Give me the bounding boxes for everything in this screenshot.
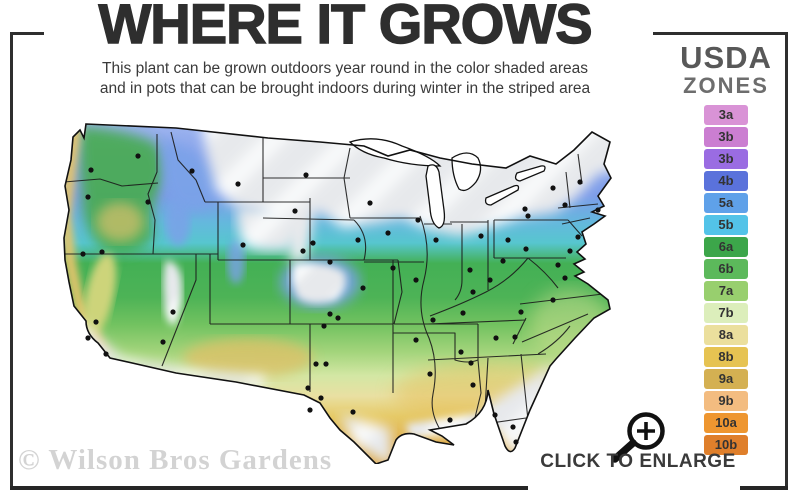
legend-heading-usda: USDA xyxy=(680,40,772,75)
frame-border-top-right-segment xyxy=(653,32,788,35)
frame-border-top-left-segment xyxy=(10,32,44,35)
page-title: WHERE IT GROWS xyxy=(98,0,593,56)
legend-zone-chip: 3b xyxy=(704,127,748,147)
legend-zone-chip: 8b xyxy=(704,347,748,367)
frame-border-left xyxy=(10,32,13,490)
legend-heading-zones: ZONES xyxy=(683,73,769,98)
legend-zone-chip: 3a xyxy=(704,105,748,125)
usda-zones-legend: USDA ZONES 3a 3b 3b 4b 5a 5b 6a 6b 7a 7b 8a 8b 9a 9b 1… xyxy=(662,42,790,457)
legend-zone-chip: 3b xyxy=(704,149,748,169)
click-to-enlarge-label[interactable]: CLICK TO ENLARGE xyxy=(540,451,736,472)
legend-zone-list: 3a 3b 3b 4b 5a 5b 6a 6b 7a 7b 8a 8b 9a 9b 10a 10b xyxy=(662,105,790,455)
frame-border-bottom-right-segment xyxy=(740,486,788,490)
legend-zone-chip: 5a xyxy=(704,193,748,213)
magnifier-icon[interactable] xyxy=(602,406,674,468)
city-dots xyxy=(80,153,601,445)
watermark: © Wilson Bros Gardens xyxy=(18,444,333,476)
legend-zone-chip: 10a xyxy=(704,413,748,433)
legend-zone-chip: 10b xyxy=(704,435,748,455)
legend-zone-chip: 7b xyxy=(704,303,748,323)
legend-zone-chip: 8a xyxy=(704,325,748,345)
legend-zone-chip: 9b xyxy=(704,391,748,411)
subtitle-line-1: This plant can be grown outdoors year ro… xyxy=(102,60,588,77)
legend-zone-chip: 9a xyxy=(704,369,748,389)
subtitle-line-2: and in pots that can be brought indoors … xyxy=(99,80,591,97)
legend-zone-chip: 5b xyxy=(704,215,748,235)
legend-zone-chip: 4b xyxy=(704,171,748,191)
subtitle: This plant can be grown outdoors year ro… xyxy=(25,59,665,99)
legend-zone-chip: 6b xyxy=(704,259,748,279)
legend-zone-chip: 7a xyxy=(704,281,748,301)
legend-zone-chip: 6a xyxy=(704,237,748,257)
frame-border-bottom-left-segment xyxy=(10,486,528,490)
frame-border-right xyxy=(785,32,788,490)
us-hardiness-zone-map[interactable] xyxy=(58,112,670,464)
